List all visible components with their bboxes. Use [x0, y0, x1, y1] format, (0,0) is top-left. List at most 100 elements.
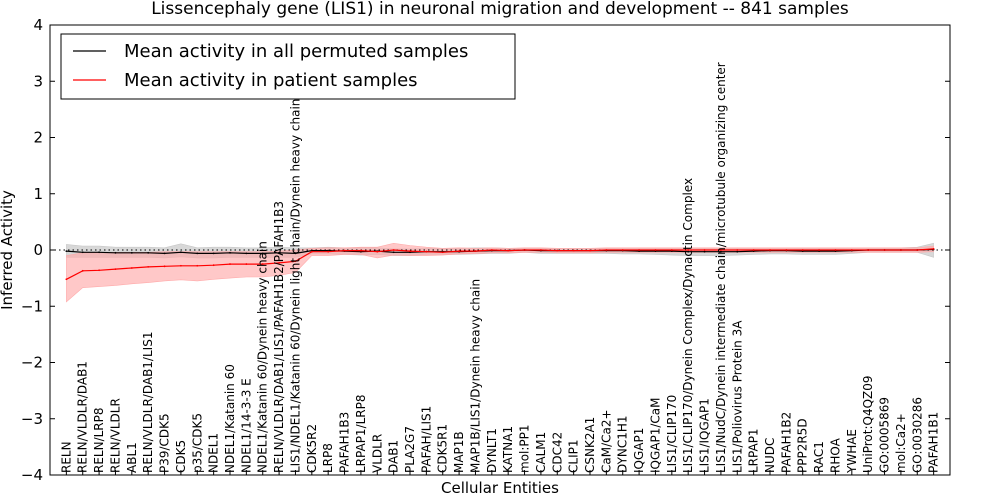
data-point-patient	[720, 249, 722, 251]
data-point-permuted	[294, 252, 297, 255]
data-point-patient	[769, 249, 771, 251]
data-point-patient	[540, 249, 542, 251]
data-point-patient	[654, 249, 657, 251]
series-line-patient	[66, 248, 934, 280]
x-tick-label: RELN/VLDLR/DAB1	[76, 361, 90, 473]
data-point-patient	[850, 249, 853, 251]
y-tick-label: 4	[33, 16, 43, 34]
data-point-permuted	[229, 251, 231, 254]
legend-label-patient: Mean activity in patient samples	[124, 70, 418, 91]
data-point-permuted	[114, 251, 117, 254]
data-point-patient	[785, 249, 788, 251]
data-point-patient	[261, 263, 264, 265]
data-point-patient	[932, 247, 935, 250]
x-tick-label: CALM1	[534, 432, 548, 473]
legend-label-permuted: Mean activity in all permuted samples	[124, 41, 468, 62]
x-tick-label: NDEL1/14-3-3 E	[239, 378, 253, 473]
data-point-patient	[703, 249, 706, 251]
data-point-patient	[834, 249, 837, 251]
data-point-permuted	[278, 251, 280, 254]
x-tick-label: CSNK2A1	[583, 417, 597, 473]
data-point-patient	[360, 249, 362, 252]
x-tick-label: MAP1B/LIS1/Dynein heavy chain	[469, 279, 483, 473]
data-point-patient	[867, 249, 870, 251]
data-point-permuted	[130, 251, 133, 254]
data-point-patient	[523, 249, 526, 251]
data-point-permuted	[81, 251, 84, 254]
x-tick-label: PAFAH1B3	[338, 412, 352, 473]
chart-title: Lissencephaly gene (LIS1) in neuronal mi…	[151, 0, 849, 19]
data-point-patient	[670, 249, 673, 251]
x-tick-label: LIS1/NudC/Dynein intermediate chain/micr…	[714, 62, 728, 473]
x-tick-label: LIS1/NDEL1/Katanin 60/Dynein light chain…	[289, 99, 303, 473]
data-point-patient	[114, 268, 117, 271]
data-point-permuted	[720, 250, 722, 253]
x-tick-label: P39/CDK5	[158, 413, 172, 473]
x-tick-label: p35/CDK5	[190, 413, 204, 473]
data-point-patient	[883, 249, 886, 251]
data-point-patient	[638, 249, 640, 251]
x-tick-label: CDK5R2	[305, 424, 319, 473]
data-point-patient	[376, 250, 379, 253]
y-tick-label: −2	[21, 354, 43, 372]
data-point-patient	[310, 250, 313, 253]
x-tick-label: LIS1/CLIP170	[665, 395, 679, 473]
legend: Mean activity in all permuted samples Mea…	[60, 33, 516, 100]
x-tick-label: CLIP1	[567, 440, 581, 473]
data-point-patient	[474, 250, 477, 253]
data-point-patient	[490, 249, 493, 251]
x-tick-label: NDEL1/Katanin 60	[223, 364, 237, 473]
x-tick-label: YWHAE	[845, 429, 859, 474]
data-point-permuted	[736, 250, 739, 253]
data-point-patient	[163, 265, 166, 268]
data-point-permuted	[180, 251, 182, 254]
data-point-permuted	[65, 250, 68, 253]
x-tick-label: RELN	[59, 441, 73, 473]
x-tick-label: MAP1B	[452, 431, 466, 473]
x-tick-label: KATNA1	[501, 426, 515, 473]
x-tick-label: PAFAH1B1	[927, 412, 941, 473]
data-point-permuted	[212, 252, 215, 255]
data-point-permuted	[261, 252, 264, 255]
data-point-patient	[687, 249, 690, 251]
x-tick-label: RELN/VLDLR/DAB1/LIS1	[141, 332, 155, 473]
data-point-patient	[621, 249, 624, 251]
data-point-permuted	[147, 251, 150, 254]
data-point-patient	[752, 249, 755, 251]
data-point-patient	[556, 249, 559, 252]
data-point-patient	[278, 262, 280, 264]
x-tick-label: IQGAP1	[632, 428, 646, 473]
x-tick-label: PAFAH/LIS1	[419, 406, 433, 473]
data-point-patient	[327, 250, 330, 253]
data-point-patient	[65, 278, 68, 281]
data-point-patient	[196, 264, 199, 267]
x-tick-label: RELN/VLDLR/DAB1/LIS1/PAFAH1B2/PAFAH1B3	[272, 201, 286, 473]
x-tick-label: NUDC	[763, 438, 777, 473]
data-point-patient	[425, 250, 428, 253]
data-point-patient	[180, 264, 182, 267]
data-point-patient	[98, 269, 100, 272]
legend-box	[60, 33, 516, 100]
x-tick-label: RELN/LRP8	[92, 407, 106, 473]
data-point-patient	[392, 249, 395, 251]
band-patient	[66, 242, 934, 303]
x-tick-label: mol:Ca2+	[894, 413, 908, 473]
x-tick-label: LRPAP1	[747, 428, 761, 473]
data-point-patient	[801, 249, 804, 251]
y-tick-label: 0	[33, 241, 43, 259]
data-point-patient	[229, 263, 231, 265]
data-point-patient	[736, 249, 739, 251]
y-tick-label: −4	[21, 466, 43, 484]
x-tick-label: RAC1	[812, 441, 826, 473]
data-point-patient	[81, 269, 84, 272]
y-tick-label: 3	[33, 72, 43, 90]
tick-layer: −4 −3 −2 −1 0 1 2 3 4 RELN RELN/VLDLR/DAB1 RELN/LRP…	[21, 16, 950, 484]
data-point-permuted	[687, 250, 690, 253]
data-point-patient	[212, 264, 215, 267]
y-tick-label: 1	[33, 185, 43, 203]
data-point-patient	[245, 263, 248, 265]
data-point-permuted	[196, 252, 199, 255]
x-tick-label: DYNLT1	[485, 428, 499, 473]
data-point-patient	[589, 249, 591, 252]
x-tick-label: IQGAP1/CaM	[649, 398, 663, 474]
